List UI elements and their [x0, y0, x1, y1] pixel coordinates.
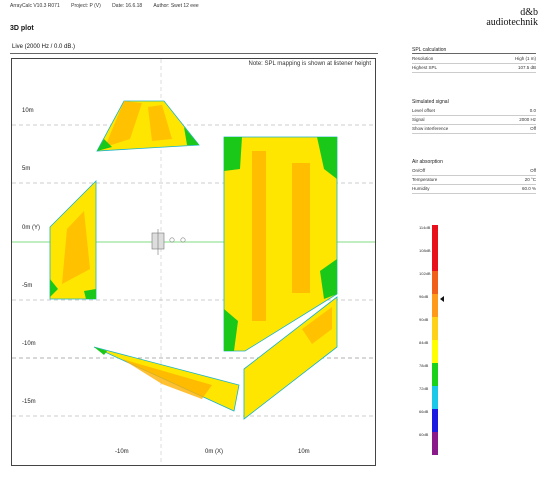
plot-canvas: [12, 59, 375, 465]
simulated-signal-panel: Simulated signal Level offset 0.0 Signal…: [412, 99, 536, 134]
array-calc-version: ArrayCalc V10.3 R071: [10, 3, 60, 9]
colorbar-label: 60dB: [419, 432, 429, 437]
level-offset-value[interactable]: 0.0: [529, 108, 536, 113]
resolution-value[interactable]: High (1 m): [514, 56, 536, 61]
x-label-0m: 0m (X): [205, 449, 223, 455]
highest-spl-value: 107.5 dB: [517, 65, 536, 70]
y-label-5m: 5m: [22, 166, 31, 172]
air-absorption-title: Air absorption: [412, 159, 443, 165]
spl-calc-title: SPL calculation: [412, 47, 447, 53]
colorbar-segment: [432, 386, 438, 409]
colorbar-label: 72dB: [419, 386, 429, 391]
audience-area-right-slope: [243, 296, 338, 420]
x-label-10m: 10m: [298, 449, 310, 455]
spl-resolution-row: Resolution High (1 m): [412, 55, 536, 64]
logo-line2: audiotechnik: [486, 17, 538, 28]
colorbar-label: 90dB: [419, 317, 429, 322]
colorbar-segment: [432, 225, 438, 248]
level-offset-row: Level offset 0.0: [412, 107, 536, 116]
signal-value[interactable]: 2000 Hz: [519, 117, 536, 122]
spl-calculation-panel: SPL calculation Resolution High (1 m) Hi…: [412, 47, 536, 73]
colorbar-segment: [432, 340, 438, 363]
temperature-value[interactable]: 20 °C: [524, 177, 536, 182]
audience-area-main: [223, 136, 338, 352]
plot-header-rule: [10, 53, 378, 54]
colorbar-segment: [432, 271, 438, 294]
interference-row: Show interference Off: [412, 125, 536, 134]
colorbar-segment: [432, 317, 438, 340]
resolution-label: Resolution: [412, 56, 434, 61]
y-label-0m: 0m (Y): [22, 225, 40, 231]
audience-area-left: [49, 180, 97, 300]
speaker-array-icon[interactable]: [151, 229, 186, 255]
plot-title: 3D plot: [10, 25, 34, 32]
temperature-row: Temperature 20 °C: [412, 176, 536, 185]
date-field: Date: 16.6.18: [112, 3, 143, 9]
y-label-neg5m: -5m: [22, 283, 33, 289]
humidity-label: Humidity: [412, 186, 430, 191]
level-offset-label: Level offset: [412, 108, 435, 113]
header-info: ArrayCalc V10.3 R071 Project: P (V) Date…: [10, 3, 209, 9]
plot-subtitle: Live (2000 Hz / 0.0 dB.): [12, 44, 76, 50]
y-label-neg15m: -15m: [22, 399, 36, 405]
humidity-row: Humidity 60.0 %: [412, 185, 536, 194]
colorbar-label: 78dB: [419, 363, 429, 368]
interference-value[interactable]: Off: [530, 126, 536, 131]
highest-spl-label: Highest SPL: [412, 65, 438, 70]
colorbar-segment: [432, 248, 438, 271]
colorbar-segment: [432, 363, 438, 386]
air-onoff-value[interactable]: Off: [530, 168, 536, 173]
audience-area-bottom: [93, 346, 240, 412]
sim-signal-title: Simulated signal: [412, 99, 449, 105]
spl-highest-row: Highest SPL 107.5 dB: [412, 64, 536, 73]
project-field: Project: P (V): [71, 3, 101, 9]
logo-line1: d&b: [520, 7, 538, 18]
temperature-label: Temperature: [412, 177, 438, 182]
colorbar-segment: [432, 409, 438, 432]
colorbar-label: 96dB: [419, 294, 429, 299]
db-logo: d&b audiotechnik: [486, 8, 538, 28]
spl-level-marker: [440, 296, 444, 302]
colorbar-segment: [432, 294, 438, 317]
y-label-neg10m: -10m: [22, 341, 36, 347]
colorbar-label: 114dB: [419, 225, 431, 230]
colorbar-label: 102dB: [419, 271, 431, 276]
author-field: Author: Swet 12 eee: [153, 3, 199, 9]
spl-3d-plot[interactable]: Note: SPL mapping is shown at listener h…: [11, 58, 376, 466]
x-label-neg10m: -10m: [115, 449, 129, 455]
colorbar-label: 66dB: [419, 409, 429, 414]
colorbar-segment: [432, 432, 438, 455]
colorbar-label: 84dB: [419, 340, 429, 345]
audience-area-top: [96, 100, 200, 152]
air-onoff-row: On/Off Off: [412, 167, 536, 176]
air-onoff-label: On/Off: [412, 168, 426, 173]
interference-label: Show interference: [412, 126, 449, 131]
signal-label: Signal: [412, 117, 425, 122]
spl-colorbar: [432, 225, 438, 455]
listener-height-note: Note: SPL mapping is shown at listener h…: [248, 61, 371, 67]
signal-row: Signal 2000 Hz: [412, 116, 536, 125]
colorbar-label: 108dB: [419, 248, 431, 253]
humidity-value[interactable]: 60.0 %: [521, 186, 536, 191]
air-absorption-panel: Air absorption On/Off Off Temperature 20…: [412, 159, 536, 194]
y-label-10m: 10m: [22, 108, 34, 114]
panel-header-rule: [412, 53, 536, 54]
